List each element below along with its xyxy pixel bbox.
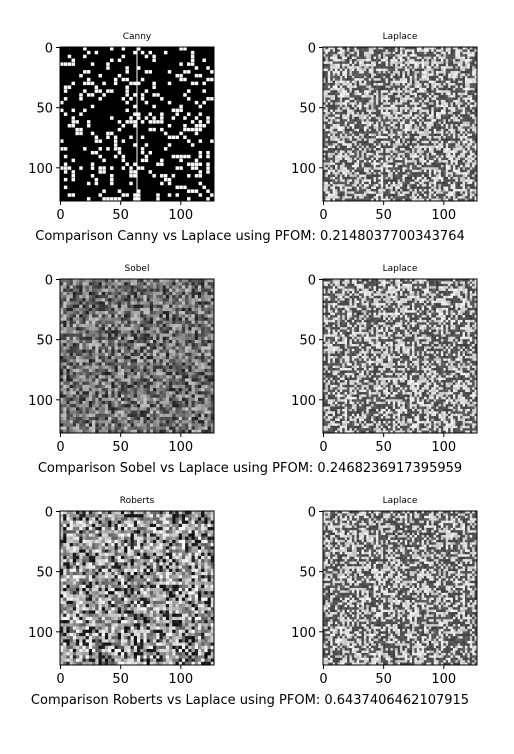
y-tick-label: 50 bbox=[36, 334, 53, 349]
x-tick-label: 0 bbox=[319, 208, 327, 223]
image-laplace bbox=[323, 279, 478, 434]
y-tick-label: 0 bbox=[308, 42, 316, 57]
caption-row-3: Comparison Roberts vs Laplace using PFOM… bbox=[30, 693, 470, 708]
y-tick-label: 100 bbox=[28, 162, 53, 177]
subplot-title: Laplace bbox=[383, 496, 418, 506]
subplot-title: Laplace bbox=[383, 32, 418, 42]
subplot-1: Canny 0 50 100 0 50 100 bbox=[28, 32, 215, 223]
x-tick-label: 0 bbox=[56, 440, 64, 455]
x-tick-label: 100 bbox=[431, 208, 456, 223]
x-tick-label: 50 bbox=[375, 440, 392, 455]
x-tick-label: 50 bbox=[112, 672, 129, 687]
image-canny bbox=[60, 47, 214, 201]
subplot-title: Roberts bbox=[120, 496, 155, 506]
subplot-title: Sobel bbox=[125, 264, 150, 274]
y-tick-label: 100 bbox=[291, 394, 316, 409]
subplot-5: Roberts 0 50 100 0 50 100 bbox=[28, 496, 215, 687]
image-roberts bbox=[60, 511, 215, 666]
subplot-title: Laplace bbox=[383, 264, 418, 274]
axes-frame bbox=[59, 278, 215, 434]
caption-row-1: Comparison Canny vs Laplace using PFOM: … bbox=[35, 229, 465, 244]
subplot-6: Laplace 0 50 100 0 50 100 bbox=[291, 496, 478, 687]
subplot-title: Canny bbox=[123, 32, 152, 42]
axes-frame bbox=[322, 510, 478, 666]
image-sobel bbox=[60, 279, 215, 434]
y-tick-label: 100 bbox=[28, 394, 53, 409]
y-tick-label: 50 bbox=[36, 102, 53, 117]
y-tick-label: 0 bbox=[45, 506, 53, 521]
x-tick-label: 100 bbox=[168, 208, 193, 223]
y-tick-label: 50 bbox=[299, 566, 316, 581]
y-tick-label: 0 bbox=[308, 274, 316, 289]
y-tick-label: 50 bbox=[36, 566, 53, 581]
subplot-4: Laplace 0 50 100 0 50 100 bbox=[291, 264, 478, 455]
y-tick-label: 100 bbox=[291, 162, 316, 177]
x-tick-label: 0 bbox=[319, 672, 327, 687]
y-tick-label: 100 bbox=[291, 626, 316, 641]
x-tick-label: 50 bbox=[112, 208, 129, 223]
y-tick-label: 0 bbox=[45, 42, 53, 57]
axes-frame bbox=[322, 46, 478, 202]
caption-row-2: Comparison Sobel vs Laplace using PFOM: … bbox=[37, 461, 463, 476]
axes-frame bbox=[59, 46, 215, 202]
x-tick-label: 0 bbox=[56, 208, 64, 223]
subplot-3: Sobel 0 50 100 0 50 100 bbox=[28, 264, 215, 455]
x-tick-label: 100 bbox=[168, 672, 193, 687]
x-tick-label: 50 bbox=[375, 208, 392, 223]
x-tick-label: 100 bbox=[431, 440, 456, 455]
y-tick-label: 0 bbox=[45, 274, 53, 289]
axes-frame bbox=[59, 510, 215, 666]
x-tick-label: 0 bbox=[319, 440, 327, 455]
x-tick-label: 50 bbox=[112, 440, 129, 455]
image-laplace bbox=[323, 47, 478, 202]
subplot-2: Laplace 0 50 100 0 50 100 bbox=[291, 32, 478, 223]
y-tick-label: 100 bbox=[28, 626, 53, 641]
axes-frame bbox=[322, 278, 478, 434]
y-tick-label: 50 bbox=[299, 334, 316, 349]
y-tick-label: 50 bbox=[299, 102, 316, 117]
image-laplace bbox=[323, 511, 478, 666]
x-tick-label: 50 bbox=[375, 672, 392, 687]
x-tick-label: 100 bbox=[431, 672, 456, 687]
y-tick-label: 0 bbox=[308, 506, 316, 521]
x-tick-label: 0 bbox=[56, 672, 64, 687]
x-tick-label: 100 bbox=[168, 440, 193, 455]
